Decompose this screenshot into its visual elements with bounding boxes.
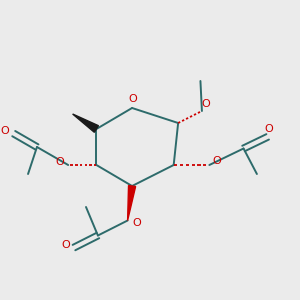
Text: O: O [132,218,141,229]
Text: O: O [212,156,221,167]
Text: O: O [201,99,210,110]
Text: O: O [264,124,273,134]
Polygon shape [73,114,98,132]
Text: O: O [61,240,70,250]
Polygon shape [128,185,136,220]
Text: O: O [56,157,64,167]
Text: O: O [0,126,9,136]
Text: O: O [129,94,137,104]
